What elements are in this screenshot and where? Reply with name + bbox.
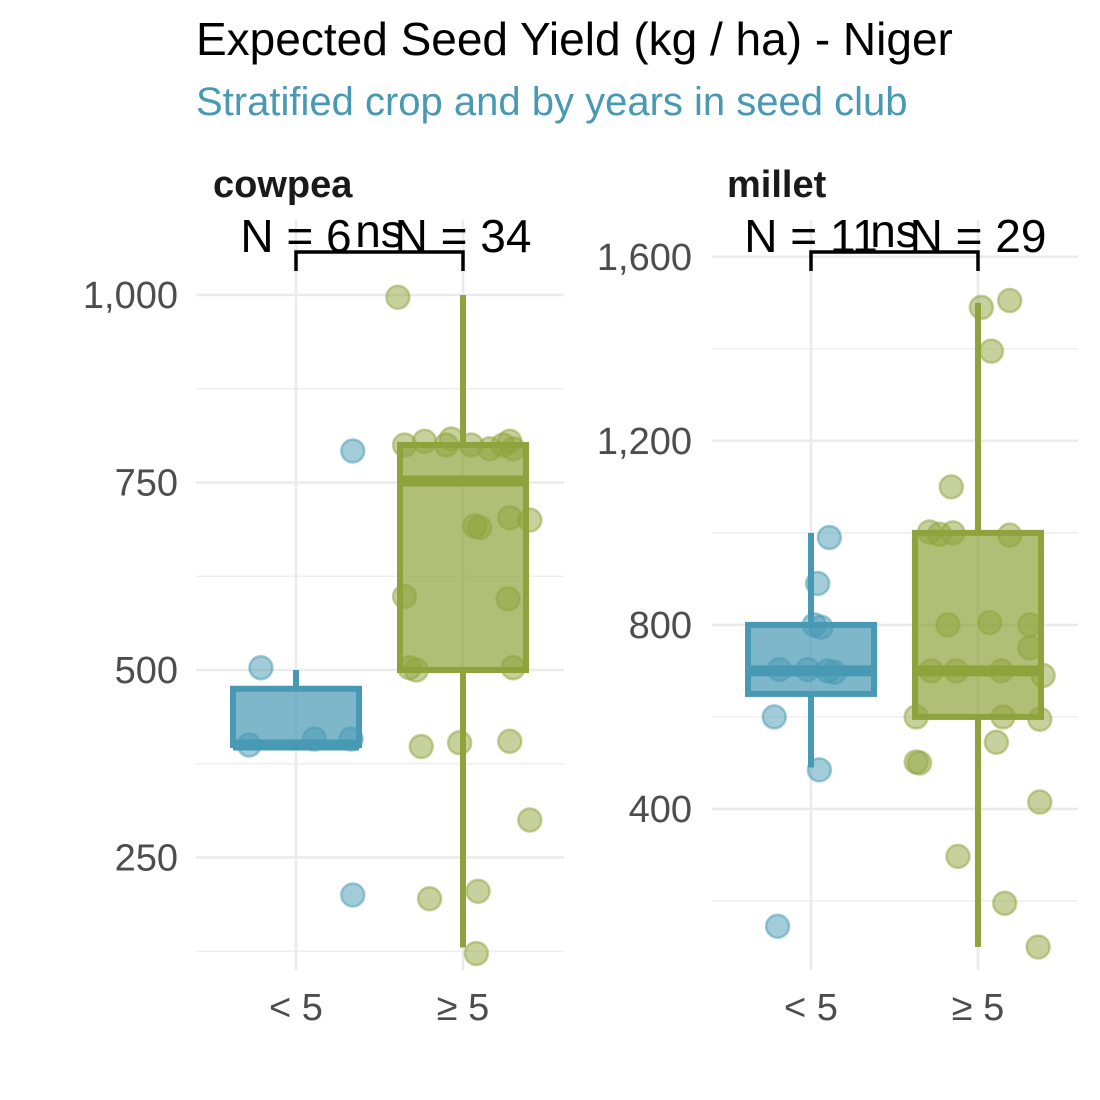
data-point xyxy=(938,474,965,500)
data-point xyxy=(465,878,491,904)
panel-strip-label: millet xyxy=(727,164,827,206)
data-point xyxy=(416,886,443,912)
data-point xyxy=(1027,706,1053,732)
data-point xyxy=(766,656,793,683)
data-point xyxy=(248,655,274,681)
data-point xyxy=(1025,934,1051,960)
y-tick-label: 500 xyxy=(115,650,178,692)
y-tick-label: 1,000 xyxy=(83,275,178,317)
n-label: N = 34 xyxy=(395,210,532,262)
data-point xyxy=(945,843,971,870)
significance-label: ns xyxy=(870,205,919,257)
data-point xyxy=(940,520,966,546)
data-point xyxy=(497,728,523,754)
x-tick-label: < 5 xyxy=(269,987,323,1029)
data-point xyxy=(391,583,418,610)
data-point xyxy=(1017,612,1043,638)
significance-bracket xyxy=(294,250,465,271)
data-point xyxy=(338,726,364,752)
data-point xyxy=(340,882,366,908)
data-point xyxy=(996,522,1023,548)
data-point xyxy=(411,428,438,454)
data-point xyxy=(446,730,473,756)
data-point xyxy=(978,338,1005,364)
data-point xyxy=(517,507,543,533)
n-label: N = 11 xyxy=(744,210,877,262)
box-ge5 xyxy=(397,295,529,948)
data-point xyxy=(1017,635,1043,661)
x-tick-label: ≥ 5 xyxy=(437,987,490,1029)
data-point xyxy=(1027,789,1053,815)
data-point xyxy=(500,436,526,462)
data-point xyxy=(968,294,995,321)
data-point xyxy=(996,287,1023,314)
data-point xyxy=(821,659,848,686)
data-point xyxy=(804,570,831,597)
y-tick-label: 400 xyxy=(629,789,692,831)
data-point xyxy=(517,807,543,833)
x-tick-label: < 5 xyxy=(784,987,838,1029)
data-point xyxy=(991,890,1018,917)
data-point xyxy=(935,612,961,638)
data-point xyxy=(816,524,843,551)
data-point xyxy=(1030,662,1056,689)
data-point xyxy=(988,658,1015,684)
data-point xyxy=(903,704,929,730)
data-point xyxy=(918,658,944,684)
y-tick-label: 750 xyxy=(115,463,178,505)
data-point xyxy=(495,586,521,612)
data-point xyxy=(403,657,429,683)
data-point xyxy=(983,729,1010,755)
data-point xyxy=(408,733,434,760)
data-point xyxy=(808,614,834,640)
data-point xyxy=(466,514,493,541)
significance-label: ns xyxy=(355,205,404,257)
data-point xyxy=(906,750,933,776)
data-point xyxy=(976,609,1003,636)
data-point xyxy=(990,704,1016,730)
chart-title: Expected Seed Yield (kg / ha) - Niger xyxy=(196,13,953,65)
data-point xyxy=(806,757,833,783)
significance-bracket xyxy=(809,250,980,271)
data-point xyxy=(764,913,791,940)
n-label: N = 6 xyxy=(240,210,351,262)
panel-strip-label: cowpea xyxy=(213,164,353,206)
data-point xyxy=(943,658,970,684)
x-tick-label: ≥ 5 xyxy=(952,987,1005,1029)
data-point xyxy=(385,284,411,310)
data-point xyxy=(236,732,262,758)
y-tick-label: 250 xyxy=(115,838,178,880)
n-label: N = 29 xyxy=(910,210,1047,262)
data-point xyxy=(500,655,526,681)
y-tick-label: 800 xyxy=(629,605,692,647)
data-point xyxy=(463,940,490,967)
box-lt5 xyxy=(745,532,877,768)
data-point xyxy=(301,726,328,752)
y-tick-label: 1,200 xyxy=(597,421,692,463)
data-point xyxy=(761,704,788,730)
y-tick-label: 1,600 xyxy=(597,237,692,279)
data-point xyxy=(340,438,366,464)
chart-subtitle: Stratified crop and by years in seed clu… xyxy=(196,80,908,124)
